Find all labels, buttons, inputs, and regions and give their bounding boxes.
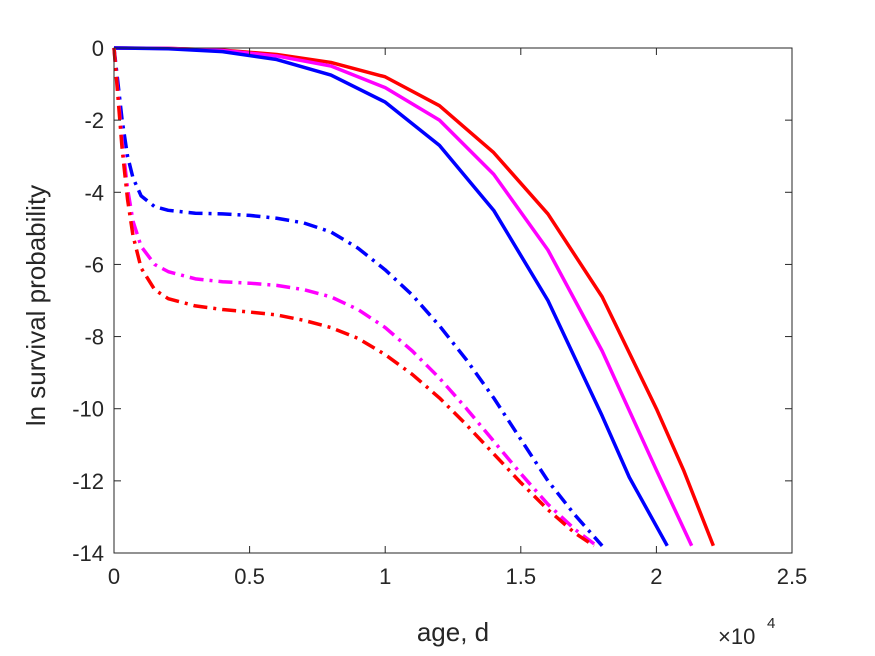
x-axis-label: age, d — [417, 617, 489, 647]
y-tick-label: -2 — [84, 108, 104, 133]
x-tick-label: 0.5 — [234, 564, 265, 589]
y-tick-label: -8 — [84, 325, 104, 350]
x-tick-label: 2 — [650, 564, 662, 589]
y-axis-label: ln survival probability — [21, 185, 51, 426]
series-line-4 — [112, 47, 604, 547]
series-line-6 — [112, 47, 595, 548]
y-tick-label: -12 — [72, 469, 104, 494]
y-axis-ticks: 0 -2 -4 -6 -8 -10 -12 -14 — [72, 36, 792, 566]
x-axis-exponent-power: 4 — [767, 615, 775, 632]
y-tick-label: 0 — [92, 36, 104, 61]
series-line-5 — [112, 47, 598, 548]
series-line-2 — [113, 46, 694, 547]
y-tick-label: -6 — [84, 252, 104, 277]
x-axis-exponent: ×10 4 — [718, 615, 775, 649]
x-axis-exponent-base: ×10 — [718, 624, 755, 649]
series-layer — [112, 46, 715, 548]
plot-area-frame — [113, 47, 793, 554]
x-tick-label: 0 — [108, 564, 120, 589]
axes-layer — [113, 47, 793, 554]
y-tick-label: -4 — [84, 180, 104, 205]
x-tick-label: 2.5 — [777, 564, 808, 589]
x-tick-label: 1.5 — [506, 564, 537, 589]
y-tick-label: -14 — [72, 541, 104, 566]
y-tick-label: -10 — [72, 397, 104, 422]
x-tick-label: 1 — [379, 564, 391, 589]
x-axis-ticks: 0 0.5 1 1.5 2 2.5 — [108, 48, 807, 589]
series-line-3 — [113, 46, 669, 547]
